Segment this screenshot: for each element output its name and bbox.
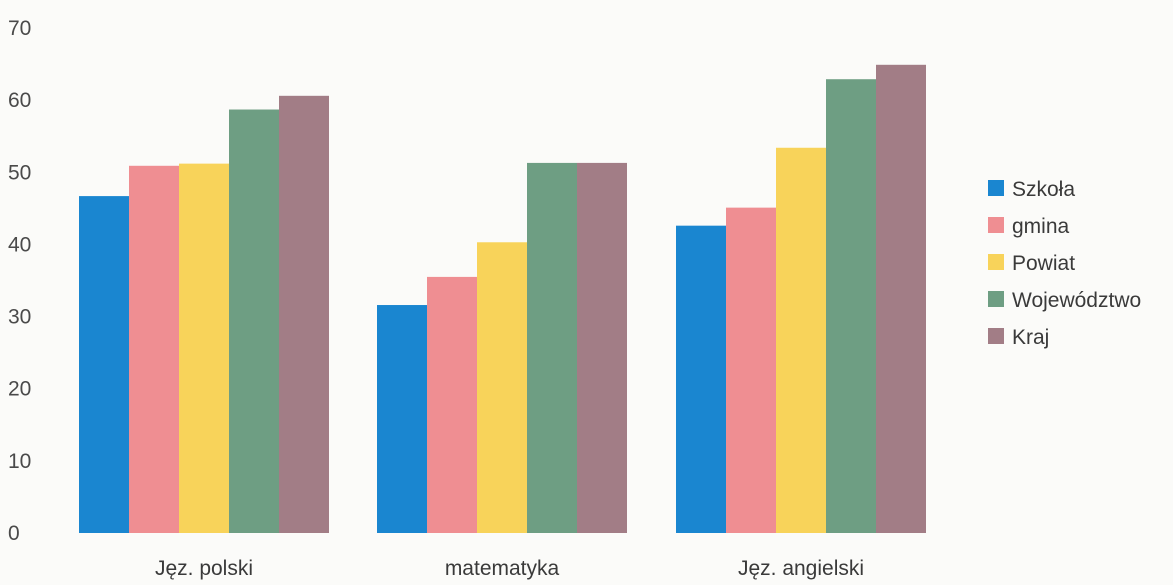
bar <box>477 242 527 533</box>
bar <box>776 147 826 533</box>
legend-label: Kraj <box>1012 326 1049 349</box>
legend-swatch <box>988 291 1004 307</box>
bar <box>79 196 129 534</box>
legend-swatch <box>988 217 1004 233</box>
y-tick-label: 0 <box>8 522 20 545</box>
legend-swatch <box>988 328 1004 344</box>
y-tick-label: 20 <box>8 378 31 401</box>
bar <box>179 163 229 533</box>
legend-label: gmina <box>1012 215 1070 238</box>
bar <box>527 162 577 533</box>
legend-label: Województwo <box>1012 289 1141 312</box>
bar <box>377 305 427 533</box>
x-category-label: Jęz. angielski <box>738 557 864 580</box>
bar <box>427 276 477 533</box>
y-tick-label: 40 <box>8 233 31 256</box>
y-tick-label: 60 <box>8 89 31 112</box>
bar <box>726 207 776 533</box>
legend-swatch <box>988 180 1004 196</box>
x-category-label: matematyka <box>445 557 560 580</box>
bar <box>279 95 329 534</box>
legend-swatch <box>988 254 1004 270</box>
bar <box>129 165 179 534</box>
y-tick-label: 70 <box>8 17 31 40</box>
legend-label: Szkoła <box>1012 178 1075 201</box>
bar <box>826 79 876 533</box>
bar <box>229 109 279 534</box>
bar <box>876 64 926 534</box>
bar <box>577 162 627 533</box>
y-tick-label: 50 <box>8 161 31 184</box>
legend-label: Powiat <box>1012 252 1075 275</box>
y-tick-label: 10 <box>8 450 31 473</box>
y-tick-label: 30 <box>8 306 31 329</box>
x-category-label: Jęz. polski <box>155 557 253 580</box>
bar <box>676 225 726 533</box>
